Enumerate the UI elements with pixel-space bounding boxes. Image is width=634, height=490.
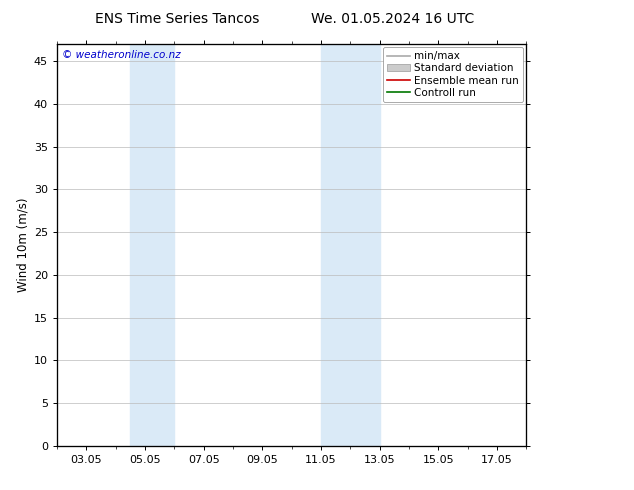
Y-axis label: Wind 10m (m/s): Wind 10m (m/s) [16, 198, 30, 292]
Bar [321, 44, 380, 446]
Legend: min/max, Standard deviation, Ensemble mean run, Controll run: min/max, Standard deviation, Ensemble me… [383, 47, 523, 102]
Bar [131, 44, 174, 446]
Text: © weatheronline.co.nz: © weatheronline.co.nz [61, 50, 181, 60]
Text: ENS Time Series Tancos: ENS Time Series Tancos [95, 12, 260, 26]
Text: We. 01.05.2024 16 UTC: We. 01.05.2024 16 UTC [311, 12, 475, 26]
